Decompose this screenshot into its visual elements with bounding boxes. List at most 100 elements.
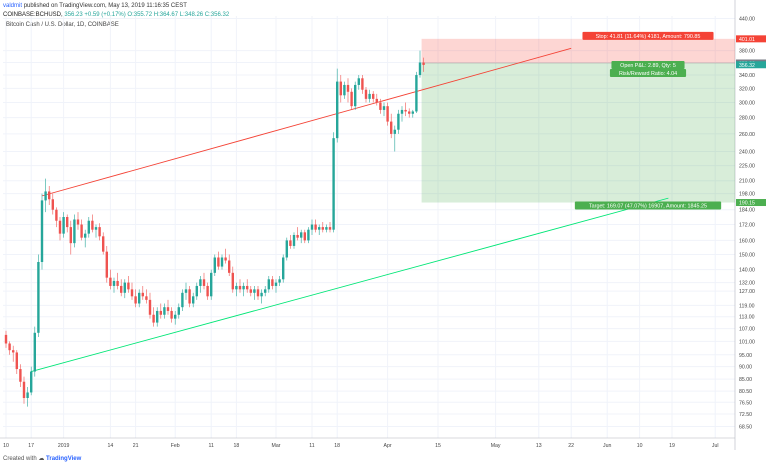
y-tick-label: 280.00 <box>739 116 755 122</box>
candle <box>217 251 220 270</box>
candle <box>415 71 418 113</box>
candle-body <box>177 307 180 315</box>
y-tick-label: 225.00 <box>739 164 755 170</box>
candle-body <box>213 257 216 273</box>
candle <box>8 341 11 355</box>
ohlc-line: COINBASE:BCHUSD, 356.23 +0.59 (+0.17%) O… <box>3 12 230 18</box>
candle <box>357 75 360 90</box>
candle-body <box>271 279 274 286</box>
candle-body <box>55 209 58 221</box>
candle-body <box>325 227 328 230</box>
candle-body <box>242 285 245 290</box>
pnl-label-bg <box>611 60 685 69</box>
candle-body <box>15 352 18 370</box>
candle-body <box>33 332 36 372</box>
candle-body <box>235 285 238 290</box>
candle <box>12 345 15 362</box>
candle <box>350 88 353 110</box>
candle <box>170 307 173 323</box>
candle-body <box>127 282 130 290</box>
candle <box>33 326 36 377</box>
candle-body <box>37 261 40 333</box>
y-tick-label: 172.00 <box>739 223 755 229</box>
footer-brand[interactable]: TradingView <box>46 456 82 462</box>
candle-body <box>246 285 249 290</box>
candle <box>48 186 51 206</box>
x-tick-label: 11 <box>209 443 214 449</box>
candle-body <box>112 280 116 286</box>
target-zone <box>421 62 735 203</box>
candle-body <box>80 224 83 238</box>
candle <box>51 193 54 215</box>
candle <box>73 214 76 248</box>
candle-body <box>253 289 256 293</box>
candle <box>80 219 83 241</box>
candle-body <box>228 260 231 273</box>
author-link[interactable]: valdmit <box>3 3 23 9</box>
x-tick-label: 18 <box>334 443 340 449</box>
candle-body <box>274 282 278 286</box>
candle-body <box>328 227 332 230</box>
candle <box>260 289 263 304</box>
candle-body <box>44 191 47 201</box>
target-price-tag: 190.15 <box>736 199 766 207</box>
candle <box>192 292 195 308</box>
candle <box>184 282 188 300</box>
candle <box>105 245 108 283</box>
candle <box>325 224 328 233</box>
candle-body <box>314 224 317 230</box>
candle-body <box>94 227 98 230</box>
candle <box>368 89 371 103</box>
candle-body <box>303 232 306 241</box>
y-tick-label: 107.00 <box>739 327 755 333</box>
candle <box>94 224 98 238</box>
candle-body <box>105 251 108 278</box>
candle <box>177 303 180 319</box>
candle-body <box>217 257 220 267</box>
candle <box>210 269 213 300</box>
candle <box>199 276 202 293</box>
candle-body <box>289 240 292 246</box>
candle <box>55 207 58 228</box>
candle <box>134 289 137 308</box>
x-tick-label: 21 <box>133 443 139 449</box>
y-tick-label: 198.00 <box>739 192 755 198</box>
candle-body <box>195 285 198 297</box>
candle-body <box>368 93 371 99</box>
candle <box>393 125 396 152</box>
candle-body <box>422 62 425 65</box>
candle-body <box>4 334 8 344</box>
upper-trendline <box>41 47 572 197</box>
candle-body <box>354 84 357 107</box>
y-tick-label: 76.50 <box>739 400 752 406</box>
candle-body <box>339 81 342 96</box>
candle-body <box>404 109 407 112</box>
stop-price-tag-bg <box>736 35 766 43</box>
x-tick-label: 2019 <box>58 443 70 449</box>
candle-body <box>310 224 314 230</box>
candle-body <box>51 199 54 210</box>
candle <box>354 81 357 110</box>
candle <box>138 289 141 308</box>
candle-body <box>210 272 213 297</box>
pnl-label: Open P&L: 2.89, Qty: 5 <box>611 60 685 69</box>
candle <box>181 289 184 311</box>
candle-body <box>415 75 418 112</box>
candle <box>382 102 386 117</box>
y-tick-label: 160.00 <box>739 238 755 244</box>
candle-body <box>98 227 101 237</box>
candle-body <box>19 369 22 382</box>
candle <box>372 91 375 103</box>
candle <box>202 272 206 290</box>
candle-body <box>62 217 65 234</box>
y-tick-label: 210.00 <box>739 179 755 185</box>
candle-body <box>48 191 51 200</box>
candle-body <box>166 307 170 311</box>
candle <box>109 269 112 290</box>
candle <box>256 285 260 300</box>
candle-body <box>109 277 112 286</box>
y-tick-label: 119.00 <box>739 303 755 309</box>
x-tick-label: 10 <box>3 443 9 449</box>
lower-trendline <box>31 197 669 372</box>
